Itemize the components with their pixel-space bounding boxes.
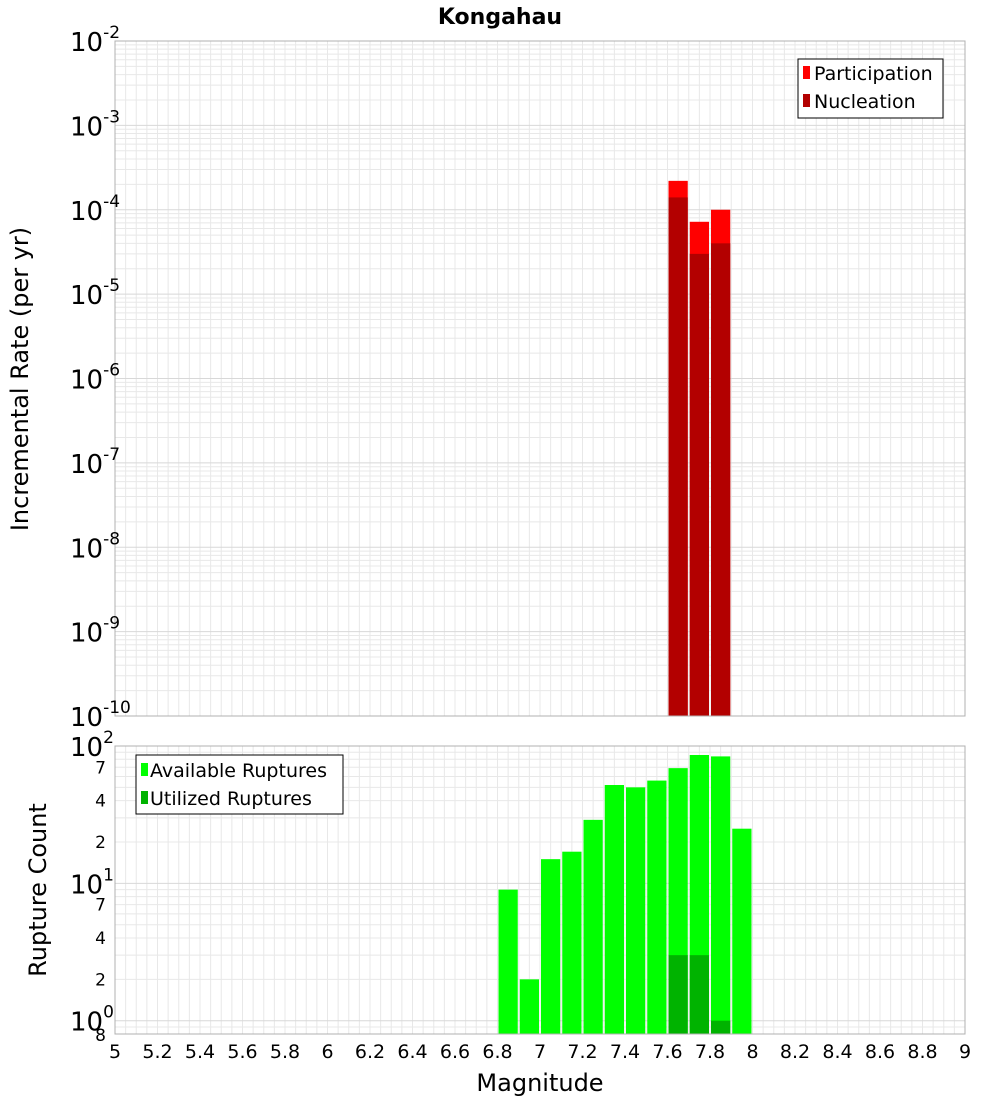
x-tick-label: 6.8 (482, 1041, 512, 1063)
y-major-tick-label: 10-4 (70, 192, 120, 227)
rate-bars (668, 180, 731, 717)
x-tick-label: 9 (959, 1041, 971, 1063)
count-panel: 100 101 102 8 2 4 7 2 4 7 Rupture Count Available… (24, 728, 966, 1046)
x-tick-label: 8 (746, 1041, 758, 1063)
series-b-bar (668, 197, 688, 717)
y-major-tick-label: 100 (70, 1003, 114, 1038)
series-a-bar (562, 851, 582, 1034)
x-tick-label: 8.8 (907, 1041, 937, 1063)
series-b-bar (711, 243, 731, 717)
series-a-bar (647, 780, 667, 1034)
series-a-bar (541, 859, 561, 1034)
x-tick-label: 7.6 (652, 1041, 682, 1063)
x-tick-label: 6 (321, 1041, 333, 1063)
series-b-bar (711, 1020, 731, 1034)
y-minor-tick-label: 7 (95, 758, 106, 778)
available-legend-swatch (141, 763, 148, 776)
y-major-tick-label: 10-8 (70, 529, 120, 564)
y-minor-tick-label: 4 (95, 929, 106, 949)
x-tick-label: 6.4 (397, 1041, 427, 1063)
x-tick-label: 8.4 (822, 1041, 852, 1063)
series-a-bar (498, 889, 518, 1034)
y-minor-tick-label: 8 (95, 1026, 106, 1046)
series-b-bar (689, 253, 709, 716)
participation-legend-label: Participation (814, 63, 933, 85)
y-major-tick-label: 101 (70, 865, 114, 900)
y-major-tick-label: 10-2 (70, 23, 120, 58)
x-tick-label: 5.4 (185, 1041, 215, 1063)
rate-legend: Participation Nucleation (797, 58, 944, 119)
x-tick-label: 7.8 (695, 1041, 725, 1063)
y-major-tick-label: 10-5 (70, 276, 120, 311)
y-major-tick-label: 10-10 (70, 698, 131, 733)
utilized-legend-label: Utilized Ruptures (150, 788, 312, 810)
y-minor-tick-label: 2 (95, 970, 106, 990)
x-tick-label: 6.6 (440, 1041, 470, 1063)
count-plot-frame (114, 745, 966, 1035)
participation-legend-swatch (803, 66, 810, 79)
chart-title: Kongahau (438, 5, 562, 30)
x-tick-label: 7 (534, 1041, 546, 1063)
x-tick-label: 6.2 (355, 1041, 385, 1063)
x-tick-label: 8.2 (780, 1041, 810, 1063)
count-y-ticks: 100 101 102 8 2 4 7 2 4 7 (70, 728, 114, 1046)
series-a-bar (626, 787, 646, 1034)
rate-panel: 10-10 10-9 10-8 10-7 10-6 10-5 10-4 10-3 10-2 In… (6, 23, 966, 733)
nucleation-legend-swatch (803, 94, 810, 107)
x-tick-label: 5 (109, 1041, 121, 1063)
series-a-bar (711, 756, 731, 1034)
count-bars (498, 754, 752, 1034)
y-major-tick-label: 10-7 (70, 445, 120, 480)
rate-y-axis-title: Incremental Rate (per yr) (6, 227, 34, 531)
utilized-legend-swatch (141, 791, 148, 804)
x-axis-ticks: 5 5.2 5.4 5.6 5.8 6 6.2 6.4 6.6 6.8 7 7.2 7.4 7.6 7.8 8… (109, 1041, 971, 1063)
series-a-bar (604, 785, 624, 1034)
series-b-bar (689, 955, 709, 1034)
count-legend: Available Ruptures Utilized Ruptures (135, 754, 344, 815)
y-minor-tick-label: 4 (95, 792, 106, 812)
y-major-tick-label: 10-3 (70, 107, 120, 142)
series-a-bar (732, 828, 752, 1034)
x-tick-label: 7.4 (610, 1041, 640, 1063)
x-tick-label: 7.2 (567, 1041, 597, 1063)
series-a-bar (519, 979, 539, 1034)
series-a-bar (583, 819, 603, 1034)
y-major-tick-label: 10-9 (70, 614, 120, 649)
x-tick-label: 5.8 (270, 1041, 300, 1063)
nucleation-legend-label: Nucleation (814, 91, 916, 113)
count-y-axis-title: Rupture Count (24, 803, 52, 977)
count-legend-box (135, 754, 344, 815)
rate-legend-box (797, 58, 944, 119)
y-major-tick-label: 102 (70, 728, 114, 763)
available-legend-label: Available Ruptures (150, 760, 327, 782)
y-minor-tick-label: 2 (95, 833, 106, 853)
rate-grid (115, 41, 965, 716)
rate-y-ticks: 10-10 10-9 10-8 10-7 10-6 10-5 10-4 10-3 10-2 (70, 23, 131, 733)
x-tick-label: 5.6 (227, 1041, 257, 1063)
x-axis-title: Magnitude (476, 1069, 603, 1097)
y-minor-tick-label: 7 (95, 896, 106, 916)
rate-plot-frame (114, 40, 966, 717)
series-b-bar (668, 955, 688, 1034)
x-tick-label: 5.2 (142, 1041, 172, 1063)
y-major-tick-label: 10-6 (70, 361, 120, 396)
x-tick-label: 8.6 (865, 1041, 895, 1063)
